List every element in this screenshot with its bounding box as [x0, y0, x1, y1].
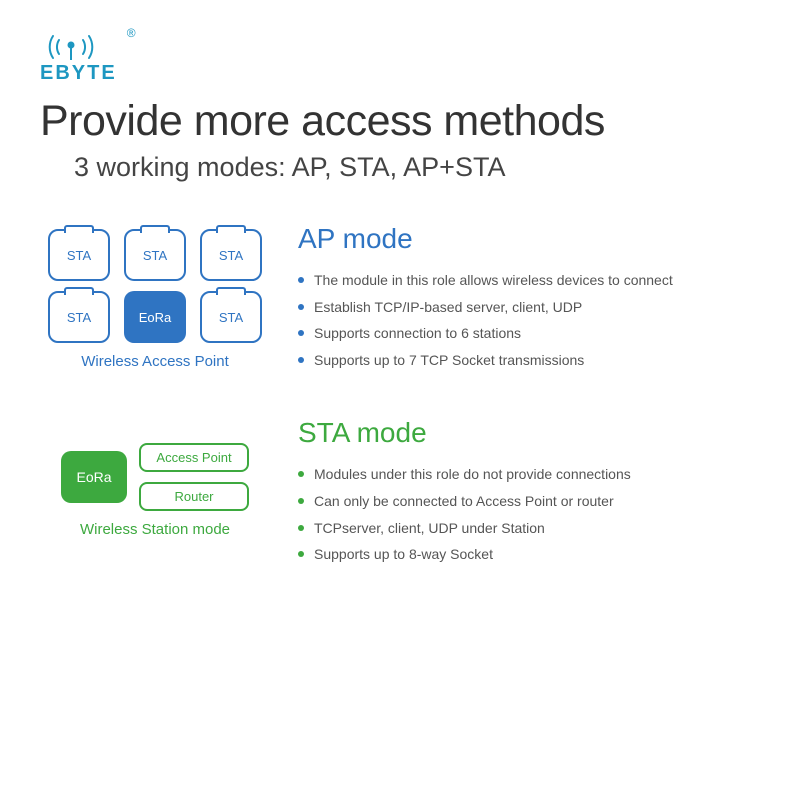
registered-mark: ® [127, 26, 136, 40]
bullet-item: The module in this role allows wireless … [298, 267, 760, 294]
sta-diagram: EoRa Access Point Router Wireless Statio… [40, 417, 270, 567]
brand-wrap: EBYTE [40, 30, 117, 85]
ap-sta-node: STA [124, 229, 186, 281]
sta-title: STA mode [298, 417, 760, 449]
headline: Provide more access methods [40, 97, 760, 146]
ap-sta-node: STA [48, 291, 110, 343]
ap-text: AP mode The module in this role allows w… [298, 223, 760, 373]
bullet-item: Supports connection to 6 stations [298, 320, 760, 347]
sta-caption: Wireless Station mode [80, 521, 230, 538]
ap-title: AP mode [298, 223, 760, 255]
brand-name: EBYTE [40, 62, 117, 85]
antenna-icon [40, 30, 102, 64]
ap-sta-node: STA [48, 229, 110, 281]
ap-bullets: The module in this role allows wireless … [298, 267, 760, 373]
sta-mode-row: EoRa Access Point Router Wireless Statio… [40, 417, 760, 567]
ap-eora-node: EoRa [124, 291, 186, 343]
bullet-item: TCPserver, client, UDP under Station [298, 515, 760, 542]
bullet-item: Establish TCP/IP-based server, client, U… [298, 294, 760, 321]
sta-text: STA mode Modules under this role do not … [298, 417, 760, 567]
sta-bullets: Modules under this role do not provide c… [298, 461, 760, 567]
ap-sta-node: STA [200, 229, 262, 281]
sta-access-point-pill: Access Point [139, 443, 249, 472]
bullet-item: Supports up to 7 TCP Socket transmission… [298, 347, 760, 374]
sta-eora-node: EoRa [61, 451, 127, 503]
bullet-item: Modules under this role do not provide c… [298, 461, 760, 488]
ap-mode-row: STA STA STA STA EoRa STA Wireless Access Poin… [40, 223, 760, 373]
ap-diagram: STA STA STA STA EoRa STA Wireless Access Poin… [40, 223, 270, 373]
bullet-item: Can only be connected to Access Point or… [298, 488, 760, 515]
subheadline: 3 working modes: AP, STA, AP+STA [74, 152, 760, 183]
sta-router-pill: Router [139, 482, 249, 511]
logo-area: EBYTE ® [40, 30, 760, 85]
ap-sta-node: STA [200, 291, 262, 343]
ap-caption: Wireless Access Point [81, 353, 229, 370]
bullet-item: Supports up to 8-way Socket [298, 541, 760, 568]
